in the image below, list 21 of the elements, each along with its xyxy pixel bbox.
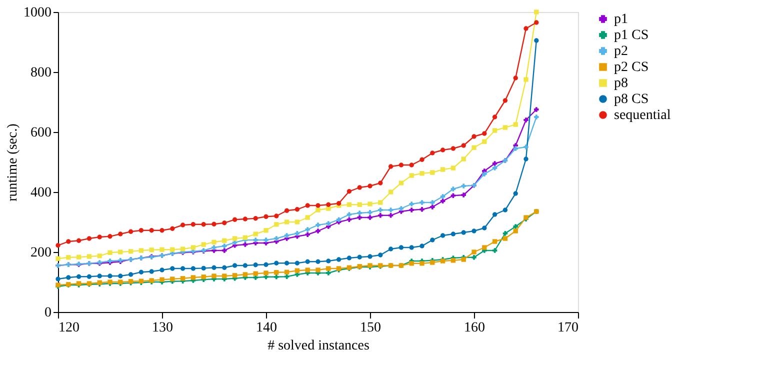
x-tick-label: 150 [360, 320, 381, 336]
legend-label: sequential [614, 108, 671, 123]
legend-label: p1 [614, 12, 628, 27]
x-tick-label: 170 [558, 320, 578, 336]
x-axis-title: # solved instances [268, 338, 370, 354]
x-tick-label: 140 [256, 320, 277, 336]
legend-label: p2 [614, 44, 628, 59]
legend-label: p8 [614, 76, 628, 91]
y-tick-label: 200 [30, 246, 52, 260]
x-tick-label: 160 [464, 320, 485, 336]
y-tick-label: 400 [30, 186, 52, 200]
y-tick-label: 0 [44, 306, 52, 320]
y-tick-label: 1000 [24, 6, 52, 20]
y-tick-label: 800 [30, 66, 52, 80]
x-tick-label: 120 [58, 320, 80, 336]
x-tick-label: 130 [152, 320, 173, 336]
legend-label: p8 CS [614, 92, 649, 107]
legend-label: p2 CS [614, 60, 649, 75]
y-tick-label: 600 [30, 126, 52, 140]
y-axis-title: runtime (sec.) [6, 123, 20, 202]
legend-label: p1 CS [614, 28, 649, 43]
